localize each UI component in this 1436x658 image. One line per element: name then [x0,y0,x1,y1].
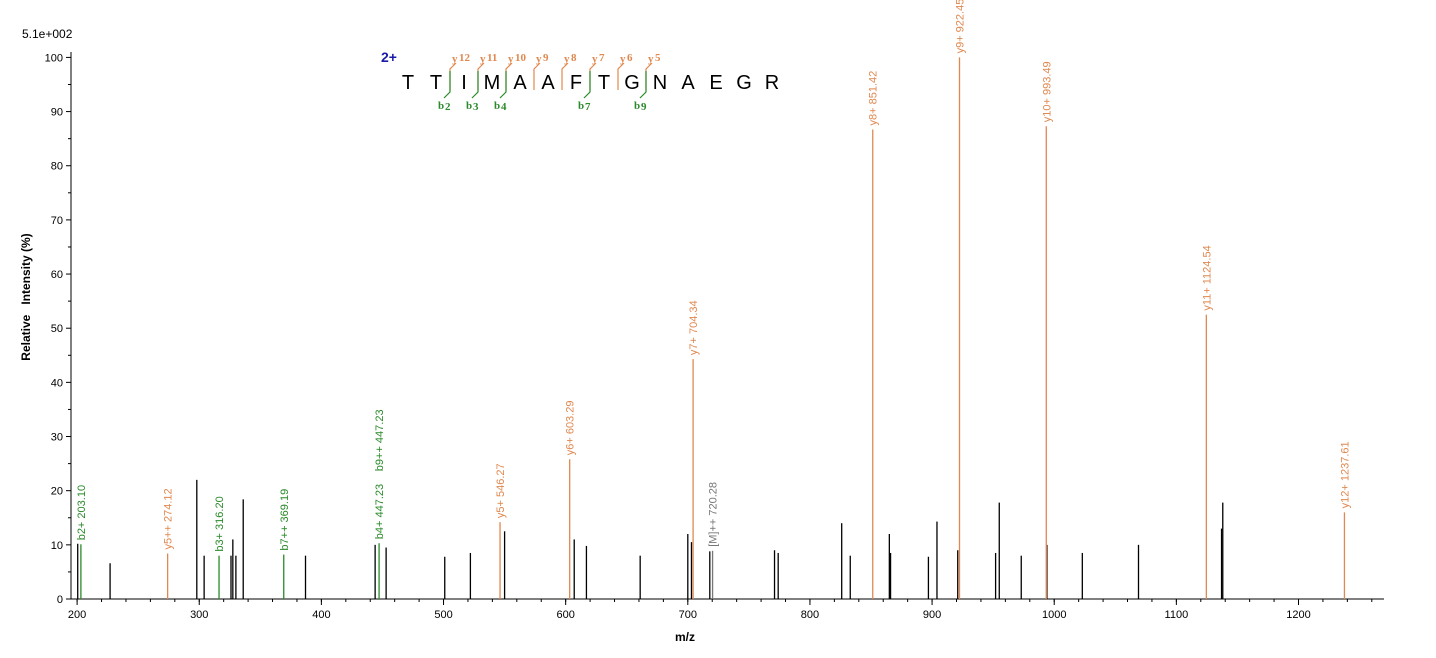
y-ion-label: y [452,53,458,65]
peak-label: [M]++ 720.28 [708,482,720,547]
y-ion-number: 10 [515,52,527,64]
y-axis-title: Relative Intensity (%) [19,233,33,360]
peak-labels: b2+ 203.10 y5++ 274.12 b3+ 316.20 b7++ 369.… [76,0,1352,552]
peak-label: b9++ 447.23 [374,409,386,471]
y-ion-number: 6 [627,52,633,64]
y-ion-marker [617,62,625,90]
y-tick-label: 90 [51,107,63,119]
peak-label: y5+ 546.27 [495,463,507,518]
b-ion-number: 9 [641,101,647,113]
y-ion-marker [589,62,597,90]
y-ion-marker [561,62,569,90]
y-tick-label: 0 [57,594,63,606]
y-tick-label: 50 [51,323,63,335]
peak-label: y5++ 274.12 [163,488,175,549]
b-ion-label: b [494,100,500,112]
residue: F [570,72,582,94]
peak-label: b2+ 203.10 [76,485,88,540]
b-ion-label: b [438,100,444,112]
peak-label: y8+ 851.42 [868,71,880,126]
y-ion-label: y [648,53,654,65]
residue: T [430,72,442,94]
y-ion-number: 5 [655,52,661,64]
b-ion-number: 2 [445,101,451,113]
y-ion-number: 9 [543,52,549,64]
residue: G [736,72,752,94]
residue: E [709,72,722,94]
y-ion-marker [533,62,541,90]
peak-label: y9+ 922.45 [955,0,967,53]
residue: M [484,72,501,94]
peak-label: y11+ 1124.54 [1201,245,1213,310]
peak-label: b4+ 447.23 [374,484,386,539]
b-ion-marker [583,71,591,99]
x-tick-label: 1000 [1042,609,1066,621]
y-ion-number: 8 [571,52,577,64]
b-ion-number: 7 [585,101,591,113]
peak-label: b7++ 369.19 [279,489,291,551]
y-ion-number: 11 [487,52,497,64]
x-tick-label: 600 [556,609,574,621]
x-tick-label: 200 [68,609,86,621]
residue: I [461,72,467,94]
residue: A [541,72,555,94]
peak-label: y6+ 603.29 [565,401,577,456]
y-ion-label: y [536,53,542,65]
b-ion-marker [443,71,451,99]
b-ion-marker [471,71,479,99]
peaks [77,57,1346,599]
b-ion-label: b [578,100,584,112]
peptide-sequence: 2+T T I M A A F T G N A E G Ry 12 y 11 y 10 y 9 y 8 y 7 y 6 y 5b 2 b 3 b… [381,49,779,113]
intensity-scale-label: 5.1e+002 [22,27,73,41]
residue: G [624,72,640,94]
y-tick-label: 30 [51,432,63,444]
x-tick-label: 400 [312,609,330,621]
y-ion-marker [505,62,513,90]
peak-label: y7+ 704.34 [688,300,700,355]
y-ion-marker [645,62,653,90]
y-ion-label: y [592,53,598,65]
y-ion-number: 12 [459,52,471,64]
y-tick-label: 80 [51,161,63,173]
x-tick-label: 800 [801,609,819,621]
b-ion-marker [639,71,647,99]
x-tick-label: 1100 [1165,609,1189,621]
residue: R [765,72,779,94]
y-ion-label: y [564,53,570,65]
x-tick-label: 900 [923,609,941,621]
x-tick-label: 300 [190,609,208,621]
b-ion-number: 4 [501,101,507,113]
y-tick-label: 60 [51,269,63,281]
peak-label: y12+ 1237.61 [1339,441,1351,508]
y-tick-label: 40 [51,377,63,389]
y-tick-label: 20 [51,486,63,498]
y-tick-label: 70 [51,215,63,227]
y-tick-label: 10 [51,540,63,552]
residue: T [598,72,610,94]
b-ion-label: b [634,100,640,112]
b-ion-label: b [466,100,472,112]
x-axis-title: m/z [675,630,695,644]
axes: 200 300 400 500 600 700 800 900 1000 1100 1200 0 10 2… [45,52,1384,621]
y-ion-marker [449,62,457,90]
y-ion-label: y [508,53,514,65]
b-ion-marker [499,71,507,99]
residue: A [681,72,695,94]
x-tick-label: 700 [679,609,697,621]
y-ion-number: 7 [599,52,605,64]
residue: T [402,72,414,94]
residue: A [513,72,527,94]
b-ion-number: 3 [473,101,479,113]
x-tick-label: 1200 [1286,609,1310,621]
y-ion-label: y [480,53,486,65]
y-ion-label: y [620,53,626,65]
peak-label: y10+ 993.49 [1041,61,1053,122]
residue: N [653,72,667,94]
y-tick-label: 100 [45,52,63,64]
charge-state: 2+ [381,49,397,65]
peak-label: b3+ 316.20 [214,496,226,551]
x-tick-label: 500 [434,609,452,621]
